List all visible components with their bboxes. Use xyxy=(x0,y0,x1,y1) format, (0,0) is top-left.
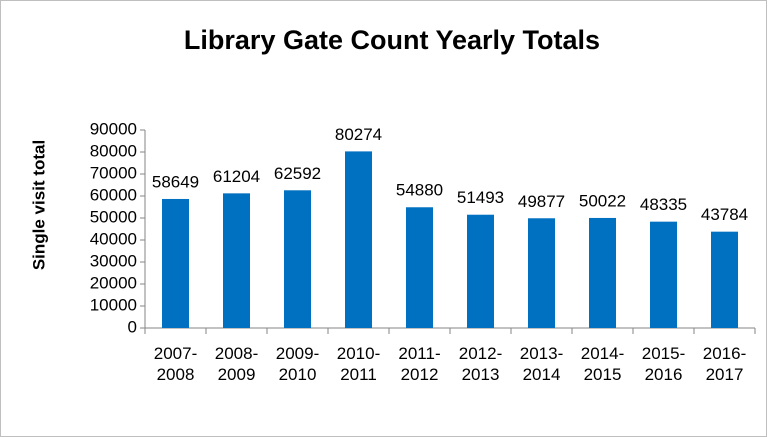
data-label: 50022 xyxy=(579,191,626,210)
x-tick-label: 2009-2010 xyxy=(276,344,319,384)
data-label: 61204 xyxy=(213,167,260,186)
data-label: 43784 xyxy=(701,205,748,224)
data-label: 62592 xyxy=(274,164,321,183)
y-tick-label: 40000 xyxy=(90,229,137,248)
data-label: 48335 xyxy=(640,195,687,214)
bar xyxy=(406,207,433,328)
x-tick-label: 2007-2008 xyxy=(154,344,197,384)
data-label: 54880 xyxy=(396,181,443,200)
data-label: 49877 xyxy=(518,192,565,211)
x-tick-label: 2014-2015 xyxy=(581,344,624,384)
y-tick-label: 80000 xyxy=(90,141,137,160)
y-tick-label: 70000 xyxy=(90,163,137,182)
x-tick-label: 2011-2012 xyxy=(398,344,440,384)
y-tick-label: 0 xyxy=(128,317,137,336)
bar xyxy=(345,151,372,328)
bar xyxy=(711,231,738,328)
bar xyxy=(223,193,250,328)
y-tick-label: 30000 xyxy=(90,251,137,270)
bar xyxy=(528,218,555,328)
y-tick-label: 90000 xyxy=(90,119,137,138)
y-axis-label: Single visit total xyxy=(29,140,48,270)
y-tick-label: 60000 xyxy=(90,185,137,204)
bar xyxy=(162,198,189,328)
x-tick-label: 2010-2011 xyxy=(337,344,380,384)
bar xyxy=(467,214,494,328)
data-label: 80274 xyxy=(335,125,382,144)
chart-title: Library Gate Count Yearly Totals xyxy=(184,25,600,55)
x-tick-label: 2015-2016 xyxy=(642,344,685,384)
x-tick-label: 2012-2013 xyxy=(459,344,502,384)
x-tick-label: 2008-2009 xyxy=(215,344,258,384)
y-tick-label: 20000 xyxy=(90,273,137,292)
x-tick-label: 2016-2017 xyxy=(703,344,746,384)
bar xyxy=(284,190,311,328)
y-tick-label: 10000 xyxy=(90,295,137,314)
bar xyxy=(589,217,616,328)
y-tick-label: 50000 xyxy=(90,207,137,226)
data-label: 51493 xyxy=(457,188,504,207)
bar xyxy=(650,221,677,328)
data-label: 58649 xyxy=(152,172,199,191)
x-tick-label: 2013-2014 xyxy=(520,344,563,384)
